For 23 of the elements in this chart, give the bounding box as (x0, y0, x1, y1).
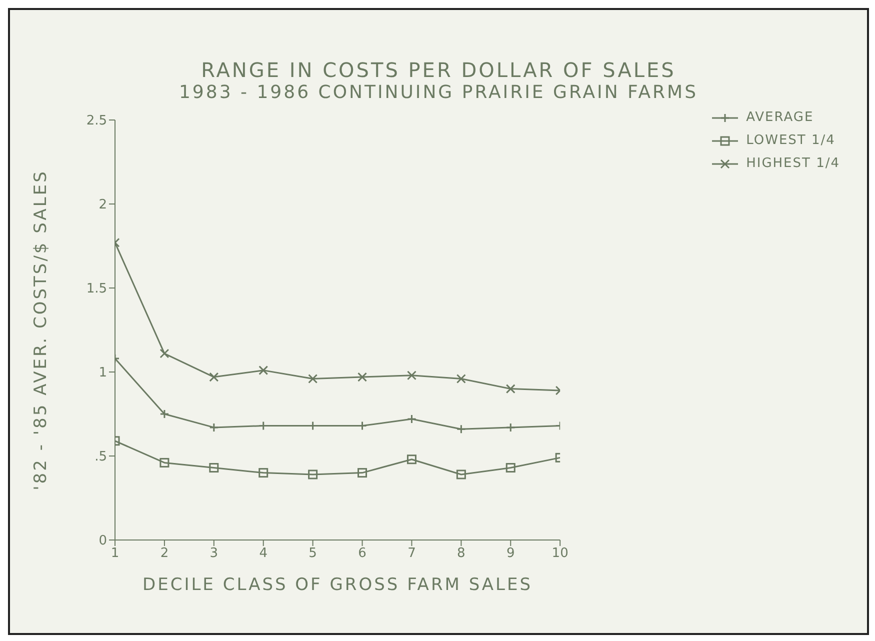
x-tick-label: 1 (110, 546, 120, 562)
legend-label: HIGHEST 1/4 (746, 156, 840, 171)
x-tick-label: 7 (408, 546, 416, 562)
chart-title: RANGE IN COSTS PER DOLLAR OF SALES (200, 58, 677, 82)
y-tick-label: 0 (98, 534, 107, 549)
legend-label: AVERAGE (746, 110, 814, 125)
x-tick-label: 5 (308, 546, 317, 562)
legend-label: LOWEST 1/4 (746, 133, 836, 148)
x-axis-title: DECILE CLASS OF GROSS FARM SALES (142, 575, 533, 595)
y-tick-label: 1 (98, 366, 107, 381)
x-tick-label: 4 (259, 546, 268, 562)
y-tick-label: .5 (94, 450, 107, 465)
x-tick-label: 6 (358, 546, 366, 562)
y-axis-title: '82 - '85 AVER. COSTS/$ SALES (31, 170, 52, 490)
x-tick-label: 8 (457, 546, 466, 562)
x-tick-label: 3 (210, 546, 218, 562)
x-tick-label: 10 (552, 546, 568, 562)
y-tick-label: 2 (98, 198, 107, 213)
y-tick-label: 2.5 (86, 114, 107, 129)
x-tick-label: 2 (160, 546, 169, 562)
x-tick-label: 9 (506, 546, 515, 562)
y-tick-label: 1.5 (86, 282, 107, 297)
chart-subtitle: 1983 - 1986 CONTINUING PRAIRIE GRAIN FARMS (178, 82, 700, 103)
